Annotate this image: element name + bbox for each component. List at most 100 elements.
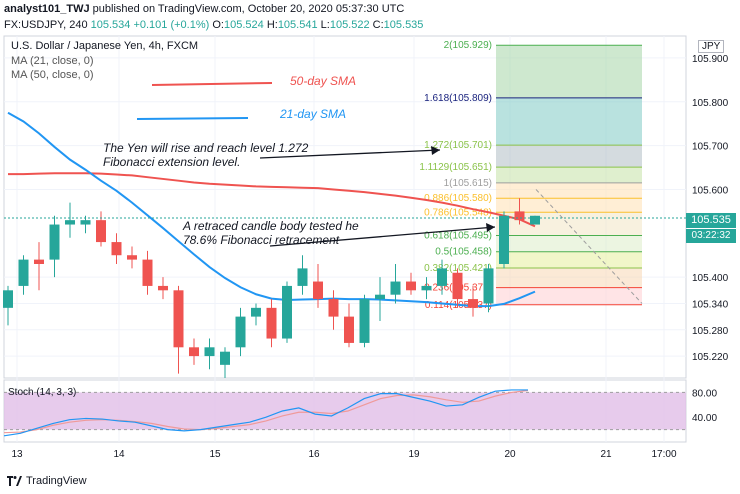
symbol-legend: U.S. Dollar / Japanese Yen, 4h, FXCM	[11, 40, 199, 52]
candle-body	[18, 259, 29, 286]
fib-trend-line	[535, 189, 643, 304]
stoch-legend: Stoch (14, 3, 3)	[8, 387, 77, 398]
fib-level-label: 1.618(105.809)	[424, 93, 492, 104]
candle-body	[328, 299, 339, 317]
time-tick-label: 15	[209, 449, 221, 460]
fib-zone	[496, 267, 642, 288]
yen-arrow	[259, 149, 441, 159]
candle-body	[344, 316, 354, 343]
countdown-badge: 03:22:32	[686, 229, 736, 243]
footer: TradingView	[6, 472, 87, 490]
candle-body	[251, 307, 261, 317]
candle-body	[65, 220, 75, 225]
fib-zone	[496, 198, 642, 213]
stoch-tick-label: 80.00	[692, 388, 717, 399]
sma50-annotation: 50-day SMA	[290, 74, 357, 88]
fib-zone	[496, 167, 642, 183]
candles	[3, 198, 540, 378]
fib-zone	[496, 287, 642, 305]
author-name[interactable]: analyst101_TWJ	[4, 3, 90, 15]
candle-body	[313, 281, 323, 300]
price-tick-label: 105.220	[692, 352, 729, 363]
time-tick-label: 20	[504, 449, 516, 460]
publish-header: analyst101_TWJ published on TradingView.…	[0, 0, 740, 36]
time-tick-label: 14	[113, 449, 125, 460]
fibonacci-tool[interactable]: 2(105.929) 1.618(105.809) 1.272(105.701) 1.…	[419, 40, 643, 311]
candle-body	[282, 285, 292, 339]
price-tick-label: 105.340	[692, 299, 729, 310]
low-value: 105.522	[329, 19, 370, 31]
fib-level-label: 0.786(105.548)	[424, 207, 492, 218]
moving-averages	[7, 111, 536, 308]
stoch-k-line	[3, 389, 528, 437]
candle-body	[80, 220, 91, 225]
time-tick-label: 19	[408, 449, 420, 460]
price-tick-label: 105.700	[692, 142, 729, 153]
close-value: 105.535	[383, 19, 424, 31]
candle-body	[514, 211, 525, 221]
retrace-annotation-line1: A retraced candle body tested he	[183, 219, 359, 233]
candle-body	[359, 299, 370, 343]
fib-level-label: 1.272(105.701)	[424, 140, 492, 151]
price-tick-label: 105.400	[692, 273, 729, 284]
close-label: C:	[372, 19, 384, 31]
candle-body	[235, 316, 246, 348]
fib-zone	[496, 45, 642, 98]
tradingview-logo-icon	[7, 476, 22, 486]
time-tick-label: 17:00	[651, 449, 676, 460]
candle-body	[158, 285, 168, 291]
candle-body	[390, 281, 401, 295]
candle-body	[220, 351, 230, 365]
stoch-tick-label: 40.00	[692, 413, 717, 424]
price-axis[interactable]: 105.900 105.800 105.700 105.600 105.400 105.3…	[692, 54, 729, 363]
time-axis[interactable]: 13 14 15 16 19 20 21 17:00	[11, 449, 677, 460]
candle-body	[452, 272, 463, 300]
open-label: O:	[212, 19, 224, 31]
fib-level-label: 0.382(105.421)	[424, 263, 492, 274]
low-label: L:	[320, 19, 330, 31]
footer-brand: TradingView	[26, 475, 87, 487]
fib-level-label: 1.1129(105.651)	[419, 162, 492, 173]
fib-zone	[496, 145, 642, 168]
candle-body	[468, 299, 478, 308]
fib-zone	[496, 251, 642, 268]
high-label: H:	[266, 19, 278, 31]
ohlc-line: FX:USDJPY, 240 105.534 +0.101 (+0.1%) O:…	[4, 19, 423, 31]
stoch-d-line	[3, 389, 529, 434]
candle-body	[111, 242, 122, 256]
price-tick-label: 105.280	[692, 326, 729, 337]
price-tick-label: 105.900	[692, 54, 729, 65]
time-tick-label: 21	[600, 449, 612, 460]
candle-body	[189, 347, 199, 357]
time-tick-label: 13	[11, 449, 23, 460]
fib-zone	[496, 235, 642, 252]
candle-body	[204, 347, 215, 357]
fib-zone	[496, 182, 642, 199]
last-price-badge: 105.535	[686, 213, 736, 228]
sma21-legend-line	[136, 117, 249, 120]
last-price: 105.534	[90, 19, 131, 31]
candle-body	[499, 215, 509, 264]
candle-body	[530, 215, 540, 225]
publish-info: published on TradingView.com, October 20…	[92, 3, 405, 15]
fib-level-label: 1(105.615)	[444, 178, 492, 189]
candle-body	[3, 290, 13, 308]
fib-zone	[496, 97, 642, 146]
currency-badge[interactable]: JPY	[698, 40, 725, 53]
sma50-legend-line	[151, 82, 273, 86]
ma50-line	[8, 172, 536, 228]
candle-body	[49, 224, 60, 260]
yen-annotation-line2: Fibonacci extension level.	[103, 155, 241, 169]
open-value: 105.524	[223, 19, 264, 31]
candle-body	[266, 307, 277, 339]
ma21-legend: MA (21, close, 0)	[11, 55, 94, 67]
candle-body	[375, 294, 385, 300]
fib-level-label: 0.886(105.580)	[424, 193, 492, 204]
candle-body	[483, 268, 494, 304]
retrace-arrowhead	[486, 223, 495, 232]
yen-annotation-line1: The Yen will rise and reach level 1.272	[103, 141, 309, 155]
candle-body	[34, 259, 44, 264]
stochastic-oscillator: 80.00 40.00	[3, 388, 717, 437]
retrace-arrow	[269, 226, 496, 247]
